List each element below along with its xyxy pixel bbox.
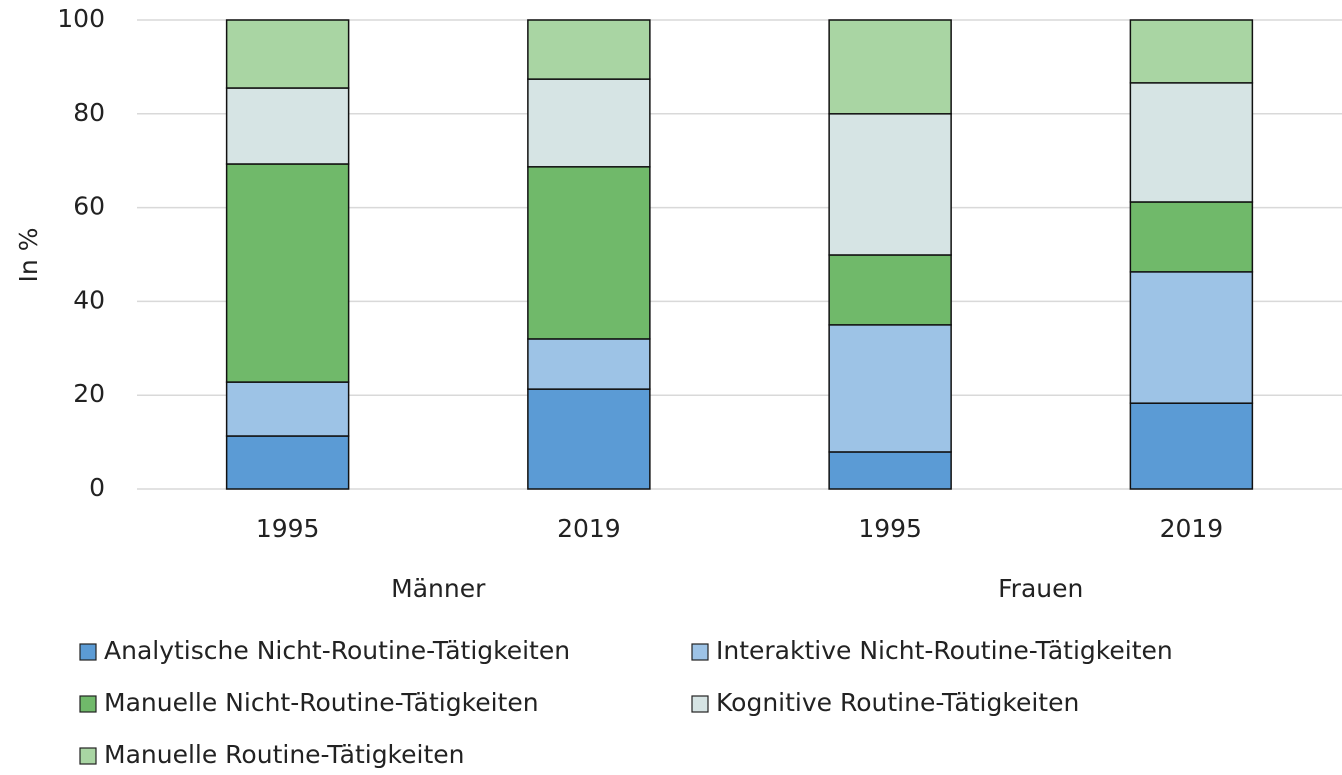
bar-segment [527,166,651,340]
group-label: Männer [391,574,486,603]
y-tick-label: 20 [73,379,105,408]
bar-segment [828,254,952,326]
legend-swatch [79,643,97,661]
bar-segment [828,451,952,490]
legend-label: Manuelle Nicht-Routine-Tätigkeiten [104,688,539,717]
bar-segment [828,324,952,453]
group-label: Frauen [998,574,1083,603]
bar-segment [1129,19,1254,84]
y-tick-label: 100 [57,4,105,33]
bar-segment [225,87,350,165]
x-tick-label: 2019 [557,514,621,543]
legend-label: Manuelle Routine-Tätigkeiten [104,740,465,769]
y-tick-label: 0 [89,473,105,502]
legend-swatch [79,695,97,713]
bar-segment [527,19,651,80]
bar-segment [527,388,651,490]
x-tick-label: 1995 [858,514,922,543]
bar-segment [225,19,350,89]
bar-segment [225,163,350,383]
y-tick-label: 60 [73,192,105,221]
bar-segment [225,381,350,437]
x-tick-label: 2019 [1160,514,1224,543]
y-tick-label: 40 [73,285,105,314]
bar-segment [1129,402,1254,490]
bar-segment [828,113,952,256]
bar-segment [225,435,350,490]
legend-label: Interaktive Nicht-Routine-Tätigkeiten [716,636,1173,665]
legend-swatch [691,643,709,661]
y-axis-label: In % [14,228,43,283]
bar-segment [527,338,651,390]
bar-segment [527,78,651,168]
legend-label: Kognitive Routine-Tätigkeiten [716,688,1079,717]
legend-label: Analytische Nicht-Routine-Tätigkeiten [104,636,570,665]
legend-swatch [79,747,97,765]
bar-segment [828,19,952,115]
bar-segment [1129,271,1254,404]
x-tick-label: 1995 [256,514,320,543]
bar-segment [1129,201,1254,273]
bar-segment [1129,82,1254,203]
legend-swatch [691,695,709,713]
y-tick-label: 80 [73,98,105,127]
